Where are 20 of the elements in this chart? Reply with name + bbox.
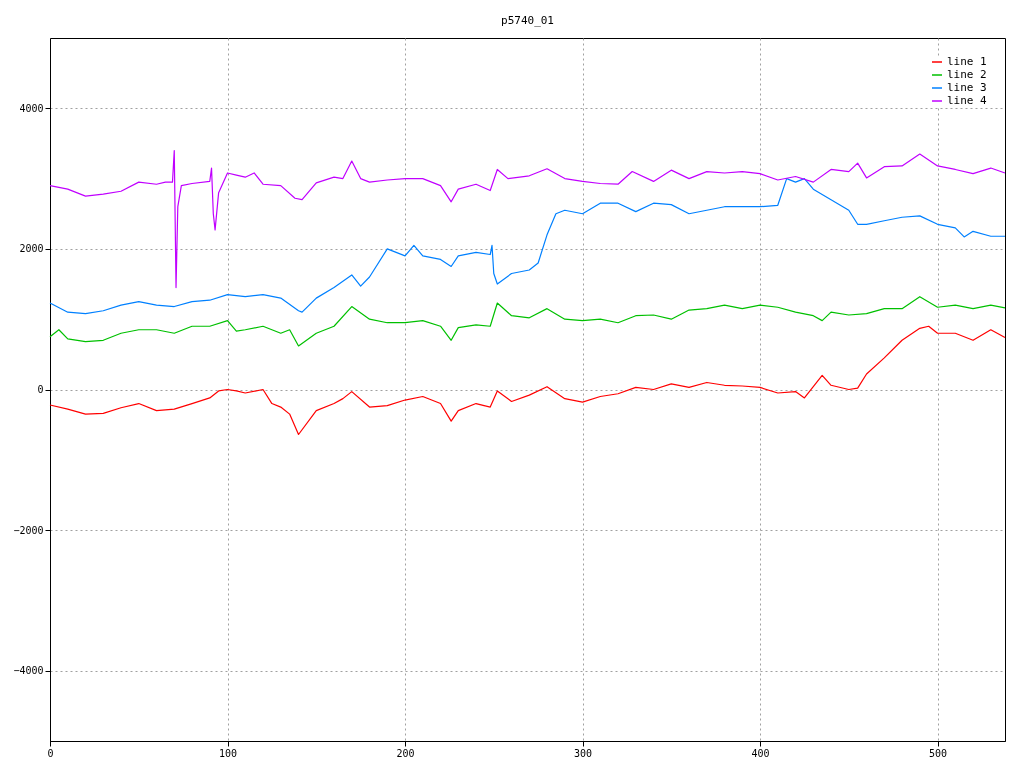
legend-label: line 1 (947, 55, 987, 68)
x-tick-label: 400 (751, 747, 770, 759)
line-series (49, 149, 1006, 289)
y-tick-label: 0 (37, 384, 44, 395)
legend-label: line 4 (947, 94, 988, 107)
y-tick-label: 2000 (19, 243, 44, 255)
x-tick-label: 100 (218, 747, 238, 759)
x-tick-label: 200 (396, 747, 415, 759)
y-tick-label: −2000 (13, 524, 44, 536)
line-series (49, 178, 1006, 315)
x-tick-label: 0 (47, 747, 54, 759)
line-series (49, 325, 1006, 436)
legend-label: line 2 (947, 68, 987, 81)
line-series (49, 296, 1006, 347)
x-tick-label: 500 (929, 747, 948, 759)
y-tick-label: 4000 (19, 102, 44, 114)
chart-title: p5740_01 (501, 14, 554, 27)
x-tick-label: 300 (574, 747, 593, 759)
y-tick-label: −4000 (13, 665, 44, 677)
legend-label: line 3 (947, 81, 987, 94)
